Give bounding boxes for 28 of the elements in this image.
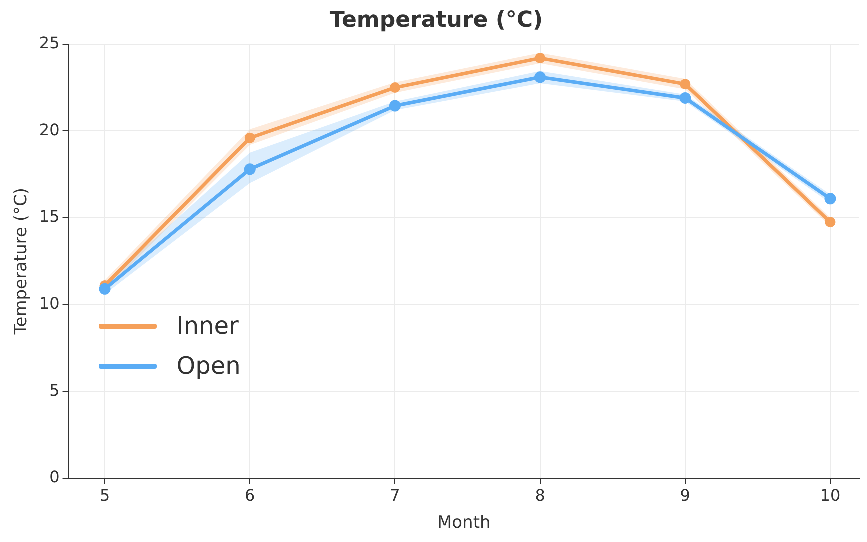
y-axis-title: Temperature (°C): [12, 188, 32, 336]
point: [99, 283, 111, 295]
point: [534, 72, 546, 84]
point: [244, 132, 256, 144]
y-tick-label: 0: [50, 468, 60, 487]
point: [680, 92, 692, 104]
y-tick-label: 20: [39, 120, 60, 140]
x-tick-label: 5: [100, 486, 110, 506]
point: [824, 193, 836, 205]
x-tick-label: 8: [535, 486, 546, 506]
point: [390, 82, 400, 94]
x-tick-label: 7: [390, 486, 400, 506]
y-tick-label: 10: [39, 294, 60, 313]
x-axis-title: Month: [437, 513, 491, 534]
legend-label: Open: [176, 352, 241, 380]
point: [825, 217, 836, 228]
point: [389, 100, 401, 112]
chart-title: Temperature (°C): [330, 8, 544, 33]
y-tick-label: 25: [39, 34, 60, 53]
y-tick-label: 5: [50, 380, 60, 400]
legend-label: Inner: [176, 312, 239, 340]
y-tick-label: 15: [39, 207, 60, 226]
point: [244, 164, 256, 176]
x-tick-label: 6: [245, 486, 256, 506]
x-tick-label: 9: [680, 486, 690, 506]
x-tick-label: 10: [820, 486, 841, 506]
point: [535, 53, 546, 64]
point: [680, 79, 691, 90]
